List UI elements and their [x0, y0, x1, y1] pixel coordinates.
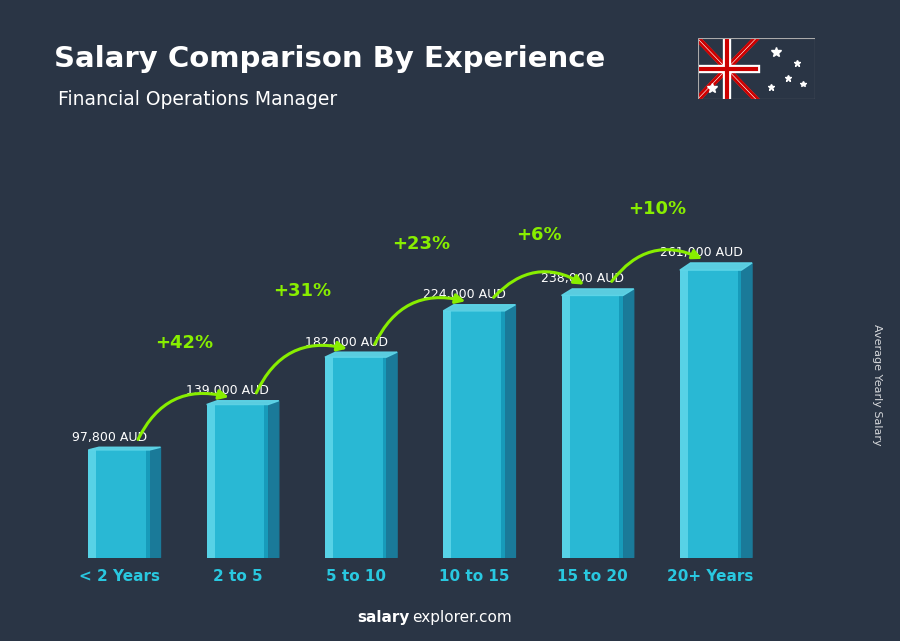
Bar — [382, 357, 386, 558]
Bar — [88, 450, 96, 558]
Polygon shape — [742, 263, 752, 558]
Text: explorer.com: explorer.com — [412, 610, 512, 625]
Text: 97,800 AUD: 97,800 AUD — [72, 431, 148, 444]
Text: +10%: +10% — [628, 200, 687, 218]
Bar — [562, 296, 623, 558]
Text: 182,000 AUD: 182,000 AUD — [305, 336, 388, 349]
Bar — [207, 404, 214, 558]
Bar — [680, 270, 688, 558]
Bar — [88, 450, 149, 558]
Bar — [443, 311, 505, 558]
Text: Financial Operations Manager: Financial Operations Manager — [58, 90, 338, 109]
Bar — [207, 404, 268, 558]
FancyArrowPatch shape — [374, 295, 462, 344]
Bar — [619, 296, 623, 558]
Bar — [443, 311, 451, 558]
Polygon shape — [149, 447, 160, 558]
Bar — [501, 311, 505, 558]
Polygon shape — [443, 304, 516, 311]
Polygon shape — [268, 401, 279, 558]
Text: Average Yearly Salary: Average Yearly Salary — [872, 324, 883, 445]
Bar — [325, 357, 333, 558]
Polygon shape — [623, 289, 634, 558]
FancyArrowPatch shape — [493, 272, 581, 297]
Polygon shape — [88, 447, 160, 450]
Text: +42%: +42% — [155, 334, 213, 352]
Polygon shape — [505, 304, 516, 558]
Text: 139,000 AUD: 139,000 AUD — [186, 384, 269, 397]
Bar — [146, 450, 149, 558]
Bar — [562, 296, 570, 558]
Text: salary: salary — [357, 610, 410, 625]
Polygon shape — [386, 352, 397, 558]
Bar — [265, 404, 268, 558]
Text: 261,000 AUD: 261,000 AUD — [660, 246, 742, 260]
Bar — [325, 357, 386, 558]
Text: +31%: +31% — [274, 282, 331, 300]
FancyArrowPatch shape — [256, 342, 344, 393]
Polygon shape — [207, 401, 279, 404]
Text: 238,000 AUD: 238,000 AUD — [541, 272, 625, 285]
Text: +6%: +6% — [517, 226, 562, 244]
Polygon shape — [325, 352, 397, 357]
Bar — [738, 270, 742, 558]
Text: +23%: +23% — [392, 235, 450, 253]
Polygon shape — [562, 289, 634, 296]
Polygon shape — [680, 263, 752, 270]
Bar — [680, 270, 742, 558]
FancyArrowPatch shape — [138, 391, 226, 440]
Text: Salary Comparison By Experience: Salary Comparison By Experience — [54, 45, 605, 73]
FancyArrowPatch shape — [612, 249, 699, 281]
Text: 224,000 AUD: 224,000 AUD — [423, 288, 506, 301]
